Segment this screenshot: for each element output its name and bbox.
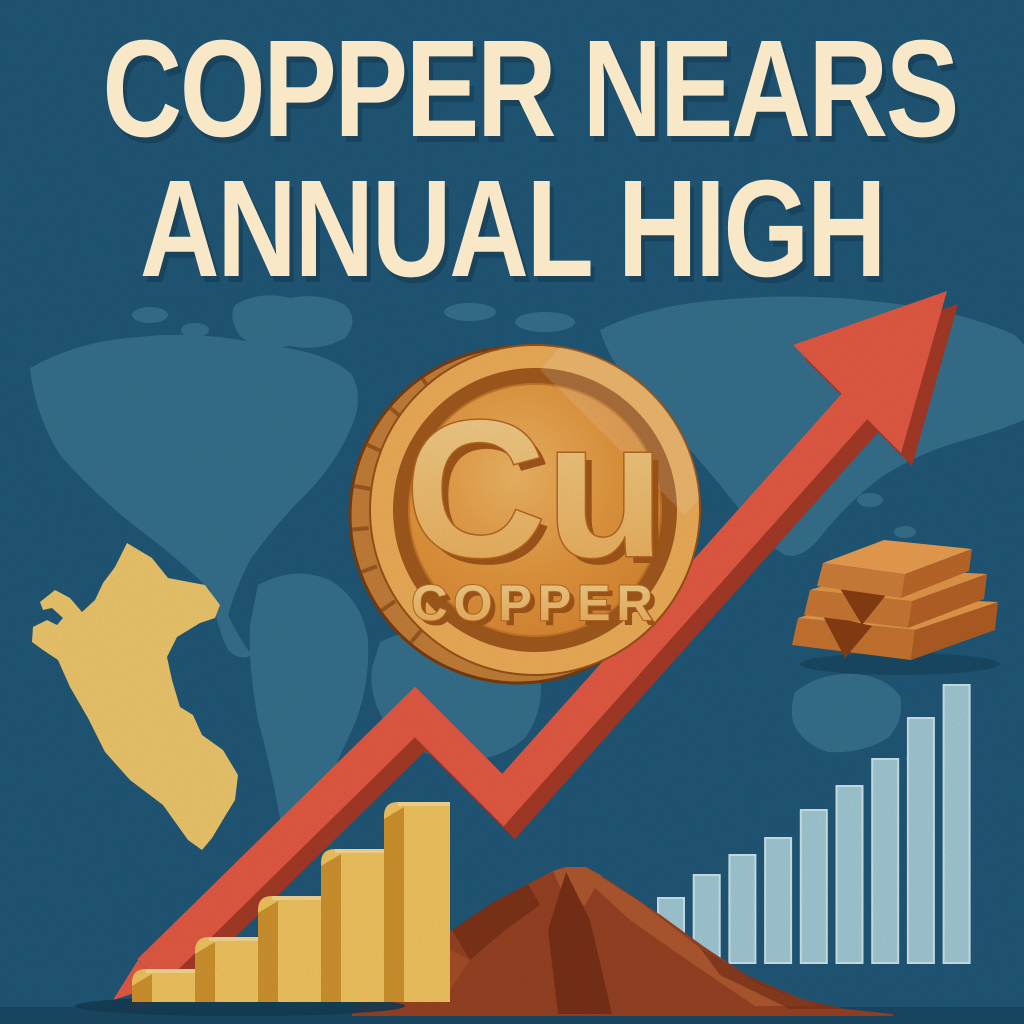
title-line-1: COPPER NEARS xyxy=(102,12,959,166)
title-block: COPPER NEARS ANNUAL HIGH xyxy=(0,20,1024,298)
title-line-2: ANNUAL HIGH xyxy=(139,152,887,306)
